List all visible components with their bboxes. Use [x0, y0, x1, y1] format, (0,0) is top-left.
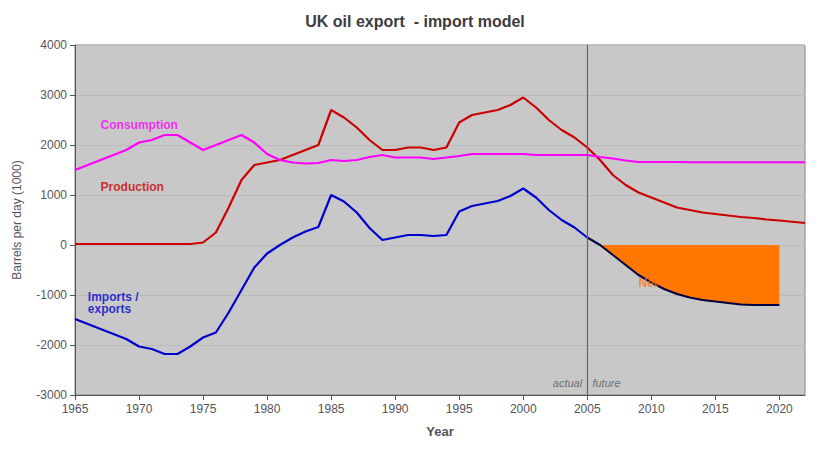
- svg-text:Barrels per day (1000): Barrels per day (1000): [10, 160, 24, 279]
- svg-text:1985: 1985: [318, 402, 345, 416]
- svg-text:1990: 1990: [382, 402, 409, 416]
- svg-text:0: 0: [60, 238, 67, 252]
- svg-text:Production: Production: [101, 180, 164, 194]
- svg-text:actual: actual: [553, 377, 583, 389]
- svg-text:1965: 1965: [62, 402, 89, 416]
- svg-text:-2000: -2000: [36, 338, 67, 352]
- svg-text:2005: 2005: [574, 402, 601, 416]
- svg-text:Net oil imports: Net oil imports: [639, 276, 723, 290]
- svg-text:-1000: -1000: [36, 288, 67, 302]
- svg-text:Year: Year: [426, 424, 453, 439]
- svg-text:1975: 1975: [190, 402, 217, 416]
- svg-text:2000: 2000: [40, 138, 67, 152]
- svg-text:4000: 4000: [40, 38, 67, 52]
- svg-text:1000: 1000: [40, 188, 67, 202]
- svg-text:UK oil export - import model: UK oil export - import model: [305, 13, 525, 30]
- svg-text:Consumption: Consumption: [101, 118, 178, 132]
- svg-text:-3000: -3000: [36, 388, 67, 402]
- svg-text:2015: 2015: [702, 402, 729, 416]
- svg-text:1980: 1980: [254, 402, 281, 416]
- svg-text:1995: 1995: [446, 402, 473, 416]
- svg-text:2020: 2020: [766, 402, 793, 416]
- svg-text:2010: 2010: [638, 402, 665, 416]
- svg-text:3000: 3000: [40, 88, 67, 102]
- svg-text:2000: 2000: [510, 402, 537, 416]
- svg-text:exports: exports: [88, 302, 132, 316]
- svg-text:Imports /: Imports /: [87, 290, 139, 304]
- svg-text:1970: 1970: [126, 402, 153, 416]
- svg-text:future: future: [592, 377, 620, 389]
